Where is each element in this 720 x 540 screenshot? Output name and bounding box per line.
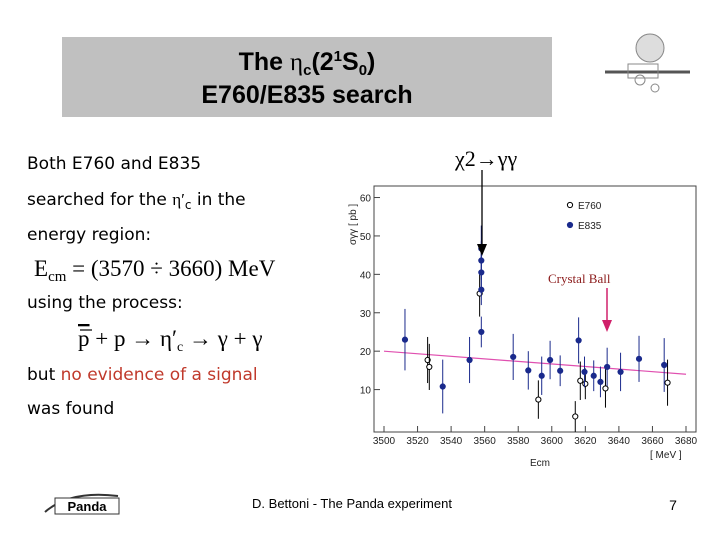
x-tick-label: 3580	[507, 436, 530, 447]
data-point	[466, 356, 473, 364]
x-tick-label: 3680	[675, 436, 698, 447]
data-point	[401, 336, 409, 343]
plot-frame	[373, 185, 697, 433]
formula: Ecm = (3570 ÷ 3660) MeV	[34, 256, 276, 285]
text-part: searched for the	[27, 190, 172, 210]
y-tick-label: 40	[360, 270, 372, 281]
logo-text: Panda	[67, 499, 107, 514]
y-tick-label: 60	[360, 194, 372, 205]
data-point	[478, 286, 485, 293]
text-part: η′	[160, 326, 177, 351]
y-tick-label: 50	[360, 232, 372, 243]
text-part: cm	[48, 269, 67, 285]
text-part: E	[34, 256, 48, 281]
body-text: using the process:	[27, 293, 183, 313]
data-point	[581, 368, 588, 376]
annotation: χ2→γγ	[454, 146, 517, 171]
data-point	[538, 372, 545, 379]
data-point	[547, 356, 554, 364]
annotation: Crystal Ball	[548, 271, 611, 286]
panda-logo: Panda	[44, 493, 120, 515]
legend-marker	[566, 221, 574, 229]
x-tick-label: 3520	[406, 436, 429, 447]
arrow-head	[602, 320, 612, 332]
title-part: (2	[311, 48, 333, 76]
data-point	[597, 378, 604, 386]
data-point	[439, 383, 446, 390]
text-part: in the	[191, 190, 245, 210]
text-part: c	[177, 340, 183, 355]
y-tick-label: 10	[360, 386, 372, 397]
data-point	[510, 353, 517, 361]
text-part: + p →	[90, 326, 160, 351]
data-point	[577, 377, 584, 384]
legend-label: E835	[578, 221, 602, 232]
body-text: energy region:	[27, 225, 151, 245]
body-text: Both E760 and E835	[27, 154, 201, 174]
legend-marker	[566, 201, 574, 209]
y-tick-label: 30	[360, 309, 372, 320]
title-part: 0	[359, 62, 367, 79]
chart: 3500 3520 3540 3560 3580 3600 3620 3640 3660 3680…	[348, 170, 698, 469]
data-point	[582, 380, 589, 387]
data-point	[478, 328, 485, 336]
arrow-head	[477, 244, 487, 256]
footer-text: D. Bettoni - The Panda experiment	[252, 496, 452, 511]
data-point	[664, 379, 671, 386]
highlight: no evidence of a signal	[61, 365, 258, 385]
data-point	[602, 385, 609, 392]
text-part: → γ + γ	[183, 326, 262, 351]
y-axis-label: σγγ [ pb ]	[348, 204, 359, 245]
title-line1: The ηc(21S0)	[239, 48, 376, 79]
title-box	[62, 37, 552, 117]
legend-label: E760	[578, 201, 602, 212]
body-text: but no evidence of a signal	[27, 365, 258, 385]
data-point	[617, 368, 624, 376]
x-tick-label: 3640	[608, 436, 631, 447]
title-part: S	[342, 48, 359, 76]
text-part: c	[185, 198, 192, 212]
data-point	[575, 337, 582, 344]
data-point	[572, 413, 579, 420]
data-point	[525, 367, 532, 374]
text-part: η′	[172, 190, 185, 209]
data-point	[604, 363, 611, 371]
fit-line	[383, 350, 687, 375]
data-point	[661, 361, 668, 369]
data-point	[426, 363, 433, 371]
data-point	[590, 372, 597, 379]
x-axis-label: Ecm	[530, 458, 550, 469]
data-point	[635, 355, 643, 362]
data-point	[557, 367, 564, 374]
formula: p + p → η′c → γ + γ	[78, 326, 263, 355]
page-number: 7	[669, 497, 677, 513]
text-part: = (3570 ÷ 3660) MeV	[66, 256, 275, 281]
body-text: was found	[27, 399, 114, 419]
x-tick-label: 3560	[474, 436, 497, 447]
logo-figure	[605, 33, 690, 93]
x-unit: [ MeV ]	[650, 450, 682, 461]
x-tick-label: 3620	[574, 436, 597, 447]
body-text: searched for the η′c in the	[27, 190, 246, 212]
y-tick-label: 20	[360, 347, 372, 358]
x-tick-label: 3540	[440, 436, 463, 447]
title-part: )	[367, 48, 375, 76]
data-point	[535, 396, 542, 403]
title-part: η	[290, 49, 303, 76]
x-tick-label: 3600	[541, 436, 564, 447]
title-part: c	[303, 62, 311, 79]
data-point	[478, 269, 485, 276]
text-part: but	[27, 365, 61, 385]
x-tick-label: 3660	[641, 436, 664, 447]
title-line2: E760/E835 search	[201, 81, 412, 109]
x-tick-label: 3500	[373, 436, 396, 447]
title-part: The	[239, 48, 290, 76]
title-part: 1	[334, 48, 342, 65]
text-part: p	[78, 326, 90, 351]
